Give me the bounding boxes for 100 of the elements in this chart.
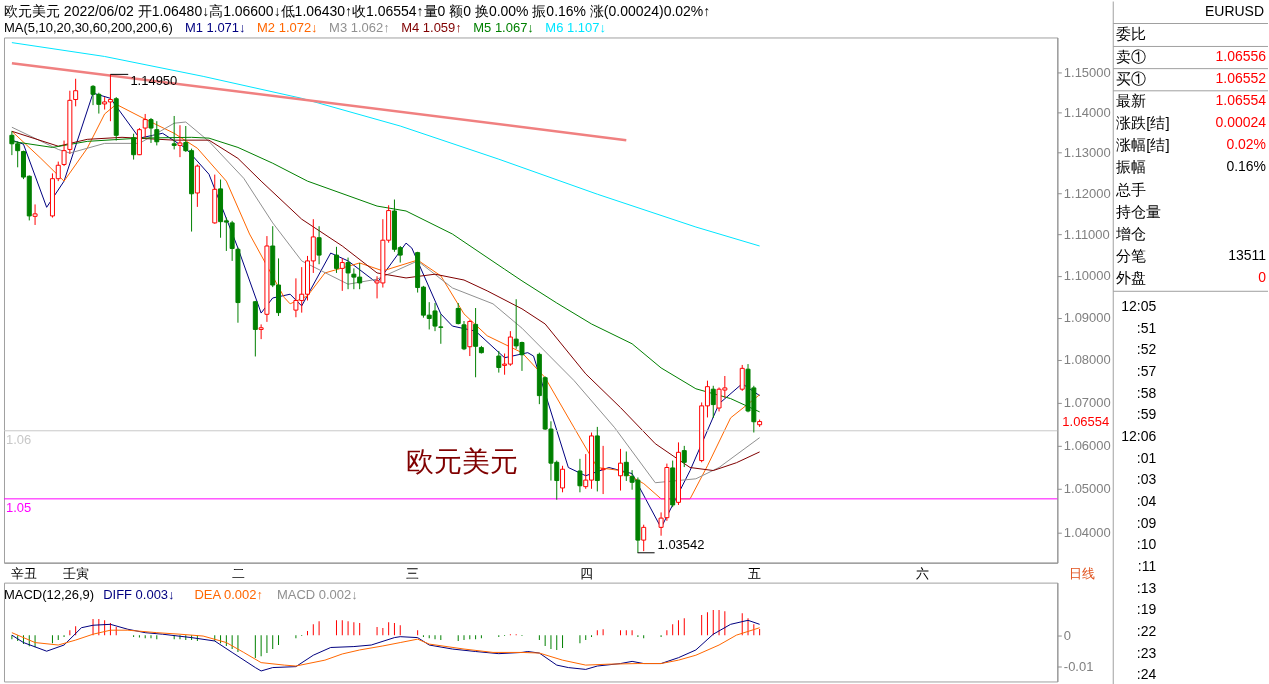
text: :59: [1136, 406, 1157, 423]
text: M4 1.059↑: [401, 20, 462, 36]
candlestick: [618, 448, 624, 492]
annotation: 1.03542: [657, 536, 705, 552]
candlestick: [496, 350, 502, 374]
y-tick-label: 1.06000: [1063, 437, 1111, 453]
candlestick: [739, 364, 745, 392]
y-tick-label: 0: [1063, 627, 1072, 643]
text: M2 1.072↓: [257, 20, 318, 36]
candlestick: [32, 203, 38, 226]
candlestick: [577, 458, 583, 493]
text: 13511: [1228, 247, 1266, 264]
text: :04: [1136, 493, 1157, 510]
text: 1.06552: [1215, 69, 1266, 86]
candlestick: [142, 113, 148, 139]
y-tick-label: 1.09000: [1063, 310, 1111, 326]
annotation: 欧元美元: [406, 445, 519, 477]
legend-title: MA(5,10,20,30,60,200,200,6): [3, 20, 173, 36]
text: 1.06556: [1215, 47, 1266, 64]
y-tick-label: 1.04000: [1063, 525, 1111, 541]
text: 0.16%: [1226, 158, 1266, 175]
text: :22: [1136, 623, 1157, 640]
y-tick-label: 1.15000: [1063, 64, 1111, 80]
y-tick-label: 1.12000: [1063, 185, 1111, 201]
category-label: 涨跌[结]: [1116, 114, 1170, 132]
text: :57: [1136, 363, 1157, 380]
text: M1 1.071↓: [184, 20, 246, 36]
x-tick-label: 辛丑: [10, 566, 37, 582]
text: 0: [1258, 269, 1266, 286]
candlestick: [333, 246, 339, 274]
x-tick-label: 三: [405, 566, 419, 582]
candlestick: [681, 445, 687, 468]
text: :52: [1136, 341, 1157, 358]
line-series: [11, 627, 761, 667]
y-tick-label: 1.14000: [1063, 104, 1111, 120]
text: :10: [1136, 536, 1157, 553]
text: 0.02%: [1226, 136, 1266, 153]
x-axis-title: 日线: [1069, 565, 1096, 581]
category-label: 增仓: [1115, 224, 1147, 242]
category-label: 委比: [1116, 25, 1147, 43]
candlestick: [623, 450, 629, 482]
text: :09: [1136, 514, 1157, 531]
candlestick: [641, 524, 647, 552]
text: :11: [1137, 558, 1157, 575]
line-series: [11, 619, 761, 672]
candlestick: [61, 140, 67, 167]
y-tick-label: 1.13000: [1063, 145, 1111, 161]
text: 0.00024: [1215, 114, 1266, 131]
y-tick-label: 1.05000: [1063, 481, 1111, 497]
text: :13: [1136, 579, 1157, 596]
text: :24: [1136, 666, 1157, 683]
annotation: 1.14950: [130, 73, 178, 89]
category-label: 最新: [1116, 91, 1147, 109]
legend-title: MACD(12,26,9): [3, 586, 95, 602]
category-label: 买①: [1116, 69, 1147, 87]
line-series: [11, 42, 761, 247]
x-tick-label: 六: [915, 566, 929, 582]
y-tick-label: 1.07000: [1063, 394, 1111, 410]
y-tick-label: -0.01: [1063, 658, 1094, 674]
text: 1.06554: [1215, 91, 1266, 108]
candlestick: [560, 465, 566, 493]
text: M5 1.067↓: [473, 20, 534, 36]
text: M6 1.107↓: [545, 20, 606, 36]
x-tick-label: 四: [579, 566, 593, 582]
candlestick: [258, 323, 264, 340]
series-label: DIFF 0.003↓: [103, 586, 175, 602]
text: M3 1.062↑: [329, 20, 390, 36]
text: 12:06: [1121, 428, 1157, 445]
text: EURUSD: [1205, 2, 1265, 19]
category-label: 卖①: [1116, 47, 1147, 65]
candlestick: [473, 307, 479, 378]
x-tick-label: 壬寅: [63, 566, 90, 582]
category-label: 外盘: [1116, 269, 1147, 287]
candlestick: [339, 257, 345, 292]
y-tick-label: 1.08000: [1063, 352, 1111, 368]
text: :03: [1136, 471, 1157, 488]
y-tick-label: 1.11000: [1063, 226, 1110, 242]
text: 12:05: [1121, 298, 1157, 315]
text: :01: [1136, 449, 1157, 466]
text: 1.06554: [1062, 413, 1110, 429]
text: :19: [1136, 601, 1157, 618]
y-tick-label: 1.10000: [1063, 268, 1111, 284]
text: :51: [1136, 319, 1157, 336]
category-label: 分笔: [1116, 247, 1147, 265]
candlestick: [177, 124, 183, 158]
candlestick: [316, 225, 322, 265]
series-label: MACD 0.002↓: [276, 586, 358, 602]
x-tick-label: 二: [231, 566, 245, 582]
text: :58: [1136, 384, 1157, 401]
candlestick: [73, 78, 79, 107]
category-label: 振幅: [1116, 158, 1147, 176]
category-label: 涨幅[结]: [1116, 136, 1170, 154]
candlestick: [600, 445, 606, 495]
category-label: 总手: [1115, 180, 1147, 198]
x-tick-label: 五: [747, 566, 761, 582]
category-label: 持仓量: [1116, 202, 1162, 220]
text: DEA 0.002↑: [194, 586, 263, 602]
candlestick: [345, 257, 351, 290]
text: :23: [1136, 644, 1157, 661]
ref-line-label: 1.05: [5, 499, 32, 515]
